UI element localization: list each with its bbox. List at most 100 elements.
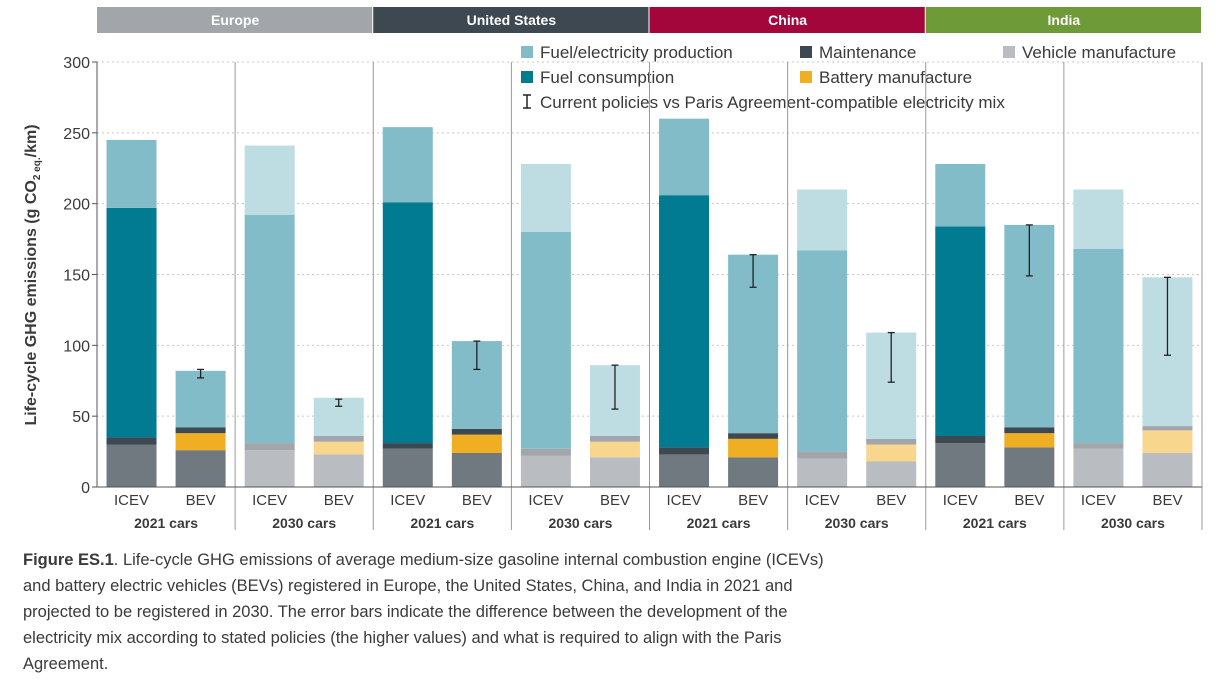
- bar-segment-vehicle: [866, 461, 917, 487]
- region-label: United States: [467, 12, 557, 28]
- x-tick-label: BEV: [186, 492, 216, 509]
- x-tick-label: ICEV: [667, 492, 702, 509]
- group-label: 2030 cars: [825, 515, 889, 531]
- bar-segment-maintenance: [175, 427, 226, 434]
- bar-segment-battery: [866, 444, 917, 462]
- bar-segment-fuel-consumption: [659, 195, 710, 448]
- region-label: China: [768, 12, 807, 28]
- bar-segment-vehicle: [728, 457, 779, 487]
- bar-segment-battery: [175, 433, 226, 451]
- bar-segment-battery: [451, 434, 502, 453]
- bar-segment-vehicle: [175, 450, 226, 487]
- bar-segment-battery: [1142, 430, 1193, 453]
- bar-segment-battery: [728, 438, 779, 458]
- y-tick-label: 50: [72, 409, 90, 426]
- bar-segment-vehicle: [589, 457, 640, 487]
- bar-segment-maintenance: [313, 436, 364, 442]
- bar-segment-maintenance: [1142, 426, 1193, 431]
- x-tick-label: ICEV: [114, 492, 149, 509]
- x-tick-label: ICEV: [943, 492, 978, 509]
- group-label: 2030 cars: [1101, 515, 1165, 531]
- legend-vehicle-label: Vehicle manufacture: [1022, 43, 1176, 62]
- x-tick-label: ICEV: [805, 492, 840, 509]
- group-label: 2030 cars: [549, 515, 613, 531]
- legend-maintenance-label: Maintenance: [819, 43, 916, 62]
- bar-segment-vehicle: [659, 454, 710, 487]
- bar-segment-battery: [589, 441, 640, 458]
- x-tick-label: ICEV: [1081, 492, 1116, 509]
- bar-segment-vehicle: [1004, 447, 1055, 487]
- bar-segment-fuel-production: [935, 164, 986, 227]
- bar-segment-fuel-consumption: [106, 207, 157, 438]
- bar-segment-fuel-production: [1073, 249, 1124, 444]
- bar-segment-fuel-production-light: [520, 164, 571, 232]
- y-axis-label: Life-cycle GHG emissions (g CO2 eq./km): [23, 124, 43, 425]
- legend-fuel-production-swatch: [521, 46, 533, 58]
- x-tick-label: ICEV: [252, 492, 287, 509]
- y-tick-label: 300: [63, 55, 90, 72]
- legend-fuel-consumption-label: Fuel consumption: [540, 68, 674, 87]
- x-tick-label: BEV: [876, 492, 906, 509]
- bar-segment-vehicle: [935, 443, 986, 487]
- emissions-chart: Europe United States China India Fuel/electr…: [23, 7, 1203, 531]
- bar-segment-fuel-production: [106, 139, 157, 208]
- group-label: 2021 cars: [963, 515, 1027, 531]
- bar-segment-maintenance: [244, 443, 295, 451]
- x-tick-label: BEV: [600, 492, 630, 509]
- bar-segment-maintenance: [797, 451, 848, 459]
- bar-segment-maintenance: [1073, 443, 1124, 449]
- x-tick-label: BEV: [1152, 492, 1182, 509]
- bar-segment-fuel-production: [659, 118, 710, 196]
- legend-battery-label: Battery manufacture: [819, 68, 972, 87]
- bar-segment-vehicle: [313, 454, 364, 487]
- bar-segment-fuel-consumption: [935, 226, 986, 436]
- x-tick-label: BEV: [1014, 492, 1044, 509]
- y-tick-label: 250: [63, 126, 90, 143]
- bar-segment-maintenance: [589, 436, 640, 442]
- region-band-europe: [97, 7, 373, 33]
- bar-segment-vehicle: [797, 458, 848, 487]
- bar-segment-vehicle: [1142, 453, 1193, 487]
- bar-segment-battery: [1004, 433, 1055, 448]
- x-tick-label: BEV: [324, 492, 354, 509]
- y-tick-label: 150: [63, 268, 90, 285]
- bar-segment-maintenance: [382, 443, 433, 449]
- bar-segment-fuel-production: [382, 127, 433, 203]
- caption-label: Figure ES.1: [23, 551, 114, 569]
- bar-segment-maintenance: [1004, 427, 1055, 434]
- legend-errorbar-label: Current policies vs Paris Agreement-comp…: [540, 93, 1005, 112]
- y-tick-label: 200: [63, 197, 90, 214]
- figure-caption: Figure ES.1. Life-cycle GHG emissions of…: [23, 547, 853, 677]
- bar-segment-maintenance: [106, 437, 157, 445]
- y-tick-label: 100: [63, 338, 90, 355]
- bar-segment-fuel-production-light: [1073, 189, 1124, 249]
- legend-maintenance-swatch: [800, 46, 812, 58]
- bar-segment-vehicle: [520, 455, 571, 487]
- region-band-china: [649, 7, 925, 33]
- legend-battery-swatch: [800, 71, 812, 83]
- x-tick-label: ICEV: [390, 492, 425, 509]
- bar-segment-fuel-production: [244, 215, 295, 444]
- bar-segment-maintenance: [935, 436, 986, 444]
- bar-segment-fuel-production-light: [244, 145, 295, 215]
- region-band-india: [925, 7, 1201, 33]
- bar-segment-vehicle: [106, 444, 157, 487]
- legend-vehicle-swatch: [1003, 46, 1015, 58]
- bar-segment-fuel-production: [175, 370, 226, 428]
- x-tick-label: ICEV: [528, 492, 563, 509]
- legend-fuel-consumption-swatch: [521, 71, 533, 83]
- group-label: 2030 cars: [272, 515, 336, 531]
- group-label: 2021 cars: [410, 515, 474, 531]
- bar-segment-vehicle: [451, 453, 502, 487]
- x-tick-label: BEV: [462, 492, 492, 509]
- group-label: 2021 cars: [134, 515, 198, 531]
- bar-segment-maintenance: [659, 447, 710, 455]
- legend-fuel-production-label: Fuel/electricity production: [540, 43, 733, 62]
- region-label: Europe: [211, 12, 259, 28]
- bar-segment-maintenance: [451, 428, 502, 435]
- bar-segment-battery: [313, 441, 364, 455]
- bar-segment-maintenance: [728, 433, 779, 439]
- bar-segment-maintenance: [520, 448, 571, 456]
- y-tick-label: 0: [81, 480, 90, 497]
- bar-segment-vehicle: [382, 448, 433, 487]
